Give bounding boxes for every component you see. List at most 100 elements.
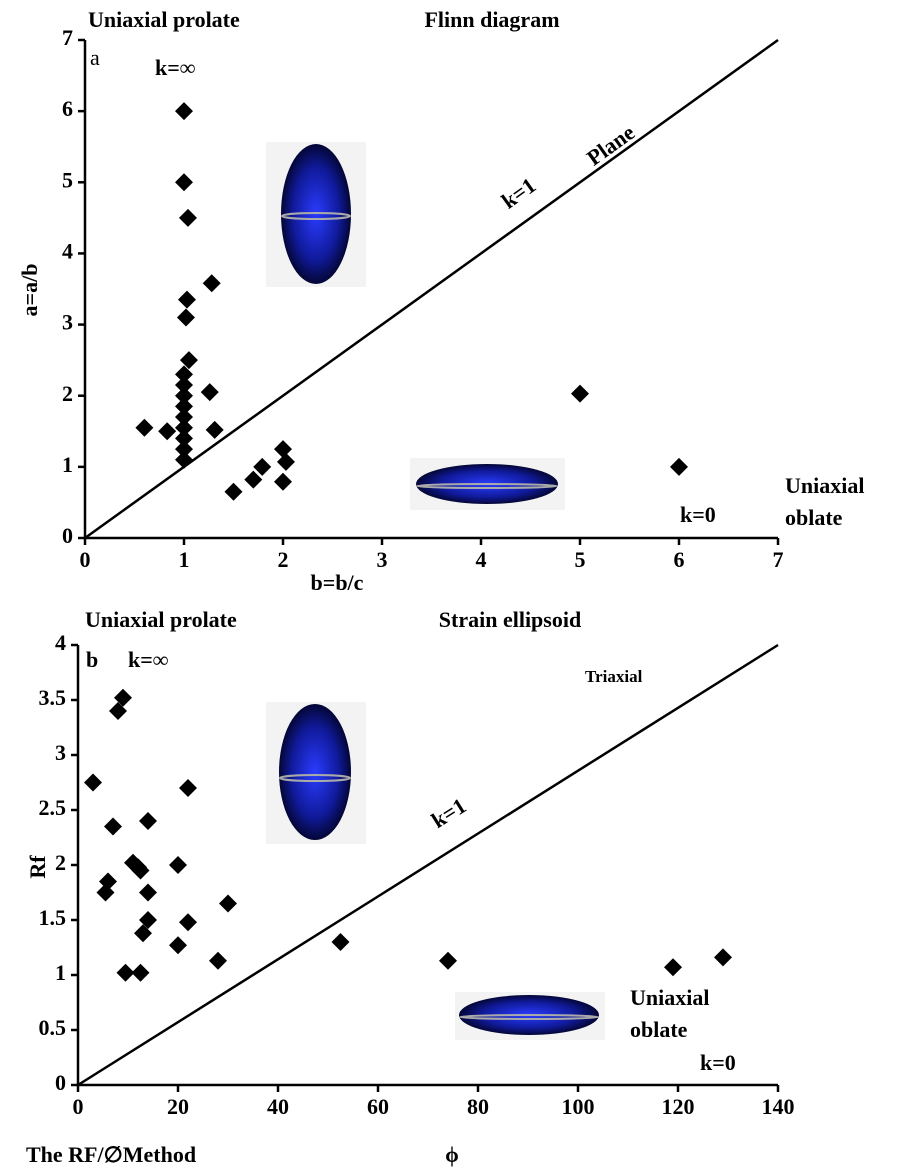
y-tick-label: 0 <box>62 523 73 548</box>
x-tick-label: 3 <box>377 547 388 572</box>
diamond-marker <box>179 913 197 932</box>
diamond-marker <box>131 963 150 982</box>
diamond-marker <box>205 420 224 439</box>
diamond-marker <box>175 418 193 437</box>
x-axis-label: b=b/c <box>311 570 364 595</box>
annotation: b <box>86 647 98 672</box>
annotation: The RF/∅Method <box>26 1142 196 1167</box>
diamond-marker <box>134 924 152 943</box>
diamond-marker <box>175 173 193 192</box>
k1-reference-line <box>77 643 779 1087</box>
annotation: k=0 <box>700 1050 736 1075</box>
x-tick-label: 60 <box>367 1094 389 1119</box>
diamond-marker <box>135 418 154 437</box>
y-tick-label: 1 <box>55 960 66 985</box>
diamond-marker <box>176 308 195 327</box>
diamond-marker <box>175 397 193 416</box>
x-tick-label: 4 <box>476 547 487 572</box>
k1-reference-line <box>84 38 779 540</box>
diamond-marker <box>175 429 193 448</box>
y-tick-label: 3.5 <box>39 685 67 710</box>
diamond-marker <box>131 861 150 880</box>
x-tick-label: 1 <box>179 547 190 572</box>
diamond-marker <box>179 779 197 797</box>
diamond-marker <box>209 951 227 970</box>
x-tick-label: 140 <box>762 1094 795 1119</box>
diamond-marker <box>116 963 135 982</box>
diamond-marker <box>175 376 193 395</box>
diamond-marker <box>169 936 187 955</box>
diamond-marker <box>139 911 157 929</box>
diamond-marker <box>670 457 688 476</box>
diamond-marker <box>200 383 219 402</box>
x-tick-label: 2 <box>278 547 289 572</box>
diamond-marker <box>244 470 263 489</box>
annotation: k=∞ <box>155 55 196 80</box>
diamond-marker <box>109 702 127 720</box>
annotation: a <box>90 45 100 70</box>
y-tick-label: 6 <box>62 96 73 121</box>
annotation: k=∞ <box>128 647 169 672</box>
diamond-marker <box>202 274 221 293</box>
diamond-marker <box>169 856 187 874</box>
ellipsoid-illustrations <box>266 142 605 1040</box>
x-tick-label: 100 <box>562 1094 595 1119</box>
diamond-marker <box>714 948 732 967</box>
diamond-marker <box>175 450 193 469</box>
diamond-marker <box>274 472 292 491</box>
y-tick-label: 4 <box>55 630 66 655</box>
y-tick-label: 0 <box>55 1070 66 1095</box>
annotation: Triaxial <box>585 667 643 686</box>
annotation: oblate <box>630 1017 688 1042</box>
diamond-marker <box>84 773 102 792</box>
y-tick-label: 2.5 <box>39 795 67 820</box>
y-tick-label: 1.5 <box>39 905 67 930</box>
y-tick-label: 0.5 <box>39 1015 67 1040</box>
x-tick-label: 7 <box>773 547 784 572</box>
diamond-marker <box>276 452 295 471</box>
x-tick-label: 20 <box>167 1094 189 1119</box>
y-tick-label: 3 <box>55 740 66 765</box>
chart-title: Strain ellipsoid <box>439 607 581 632</box>
diamond-marker <box>175 440 193 459</box>
diamond-marker <box>253 457 272 476</box>
diamond-marker <box>179 351 198 370</box>
diamond-marker <box>219 894 237 913</box>
annotation: k=1 <box>427 793 471 833</box>
y-tick-label: 2 <box>62 381 73 406</box>
diamond-marker <box>175 408 193 427</box>
x-tick-label: 80 <box>467 1094 489 1119</box>
chart-title: Flinn diagram <box>424 7 559 32</box>
diamond-marker <box>104 817 122 836</box>
diamond-marker <box>139 812 157 830</box>
y-tick-label: 1 <box>62 452 73 477</box>
diamond-marker <box>114 688 132 707</box>
diamond-marker <box>224 482 243 501</box>
diamond-marker <box>175 386 193 405</box>
diamond-marker <box>178 208 197 227</box>
annotation: oblate <box>785 505 843 530</box>
diamond-marker <box>664 958 682 977</box>
y-axis-label: Rf <box>25 855 50 879</box>
x-tick-label: 6 <box>674 547 685 572</box>
diamond-marker <box>439 951 457 970</box>
annotation: k=0 <box>680 502 716 527</box>
y-axis-label: a=a/b <box>17 264 42 317</box>
x-tick-label: 40 <box>267 1094 289 1119</box>
x-axis-label: ϕ <box>445 1142 459 1167</box>
diamond-marker <box>175 102 193 121</box>
diamond-marker <box>158 422 177 441</box>
annotation: Uniaxial prolate <box>88 7 240 32</box>
diamond-marker <box>571 384 589 403</box>
diamond-marker <box>96 883 115 902</box>
diamond-marker <box>139 883 157 902</box>
diamond-marker <box>177 290 196 309</box>
annotation: Uniaxial prolate <box>85 607 237 632</box>
diamond-marker <box>274 440 292 459</box>
y-tick-label: 3 <box>62 310 73 335</box>
y-tick-label: 5 <box>62 167 73 192</box>
y-tick-label: 7 <box>62 25 73 50</box>
annotation: Plane <box>582 119 639 170</box>
diamond-marker <box>331 933 350 951</box>
